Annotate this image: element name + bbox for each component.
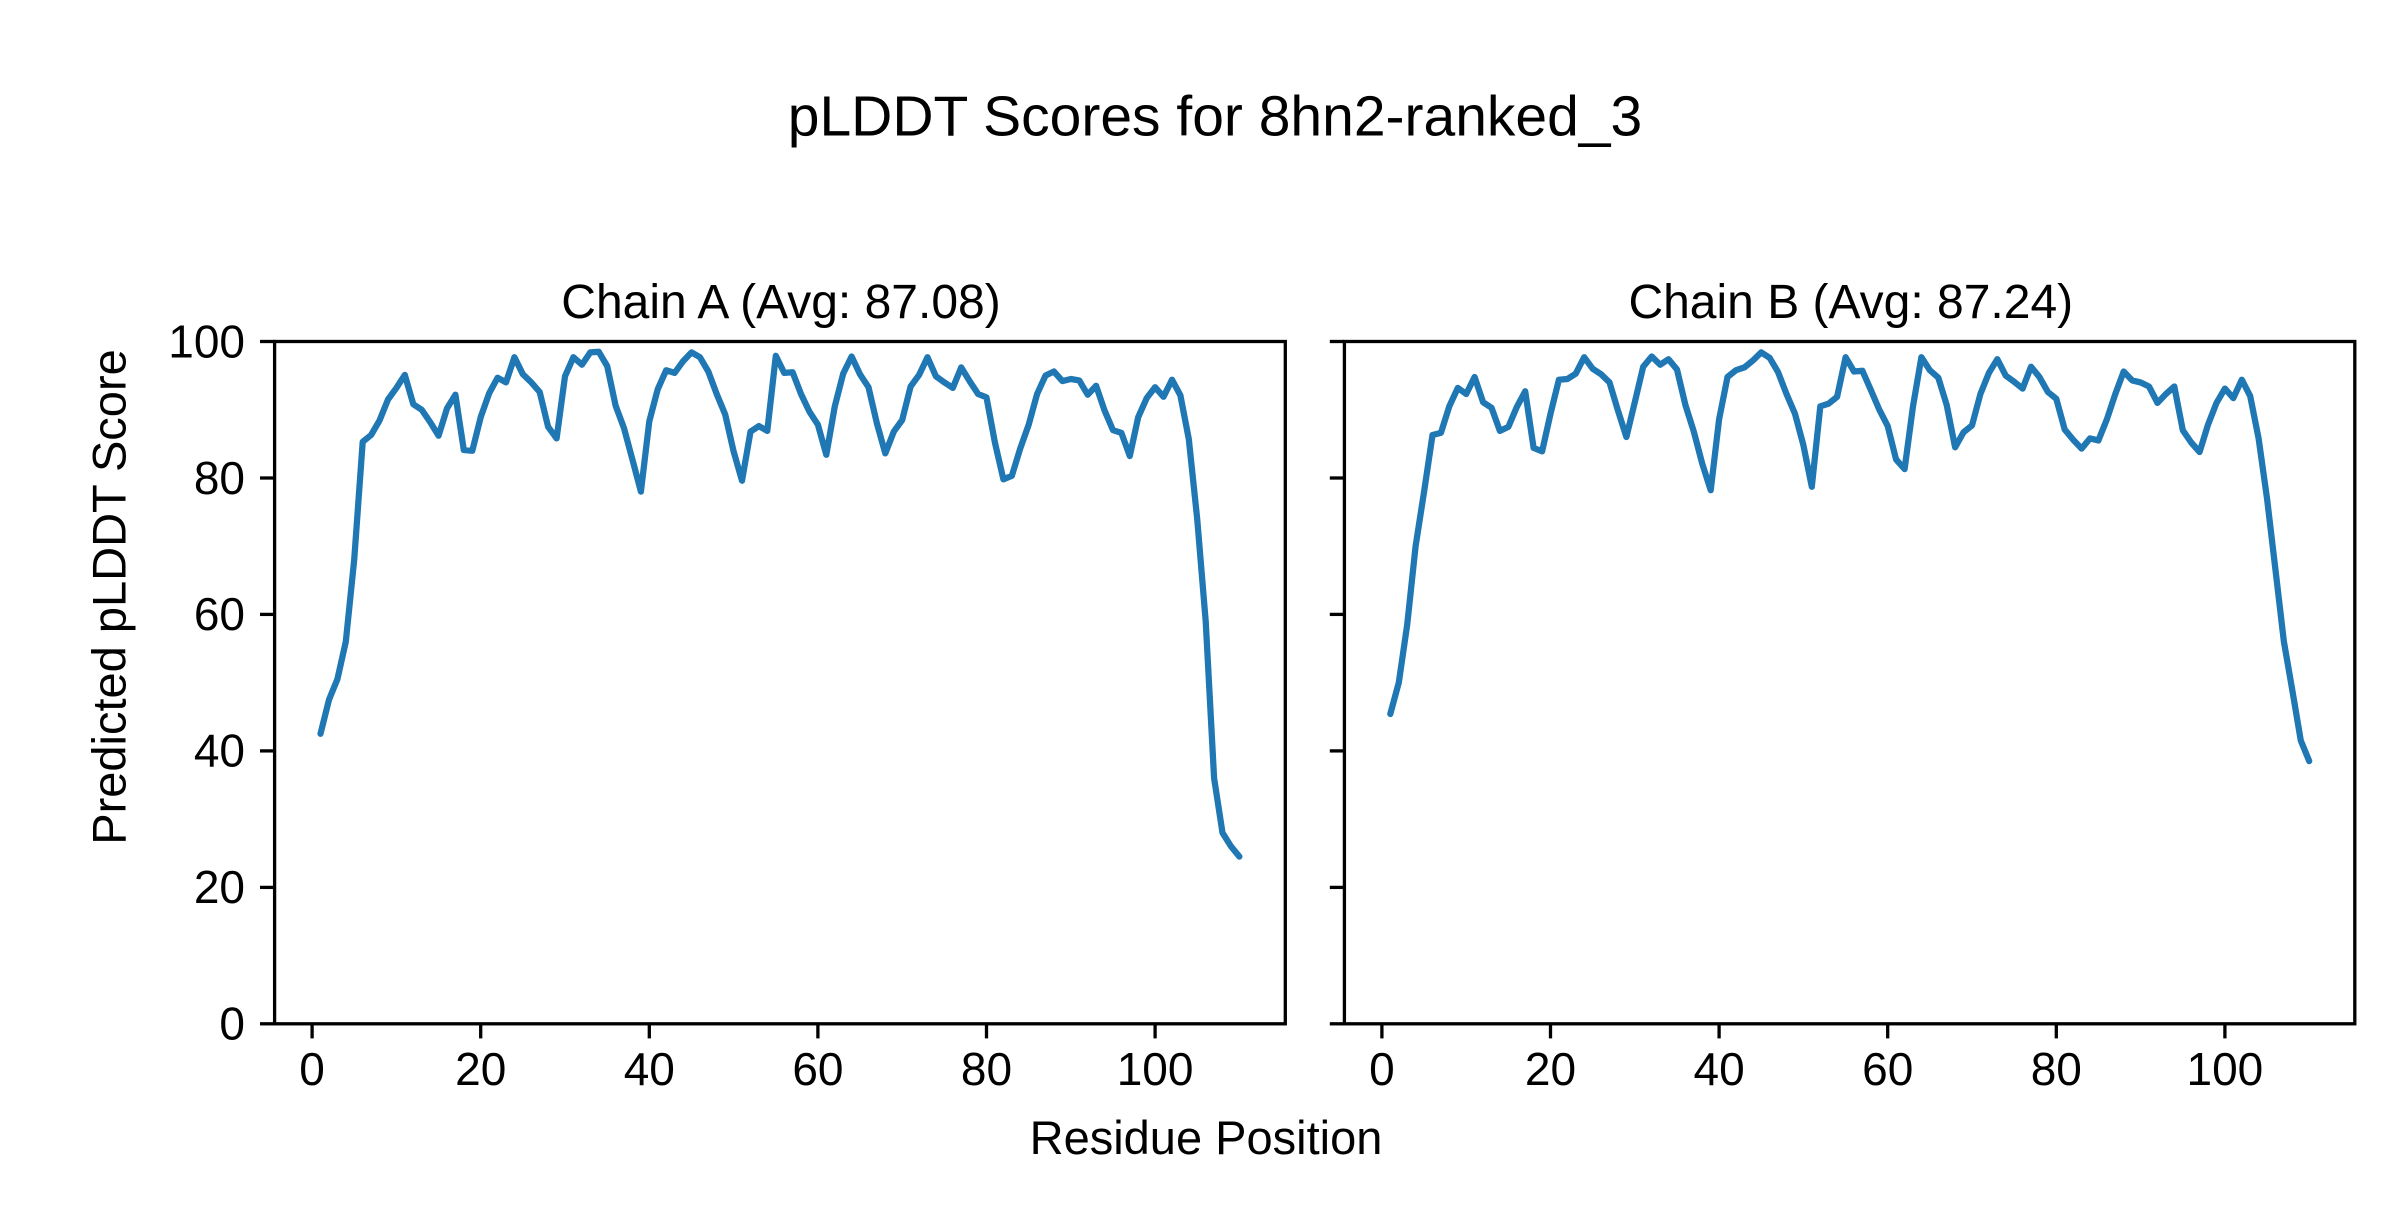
svg-text:Predicted pLDDT Score: Predicted pLDDT Score	[83, 349, 136, 844]
svg-text:0: 0	[1369, 1043, 1395, 1095]
svg-text:60: 60	[1862, 1043, 1913, 1095]
svg-text:40: 40	[194, 725, 245, 777]
svg-text:80: 80	[2031, 1043, 2082, 1095]
svg-text:0: 0	[299, 1043, 325, 1095]
svg-text:100: 100	[1117, 1043, 1194, 1095]
svg-text:20: 20	[194, 861, 245, 913]
svg-text:40: 40	[1694, 1043, 1745, 1095]
svg-text:20: 20	[455, 1043, 506, 1095]
svg-text:Chain A (Avg: 87.08): Chain A (Avg: 87.08)	[561, 276, 1000, 329]
svg-text:Residue Position: Residue Position	[1030, 1111, 1383, 1164]
svg-text:100: 100	[168, 315, 245, 367]
svg-text:100: 100	[2187, 1043, 2264, 1095]
svg-text:Chain B (Avg: 87.24): Chain B (Avg: 87.24)	[1628, 276, 2073, 329]
svg-text:pLDDT Scores for 8hn2-ranked_3: pLDDT Scores for 8hn2-ranked_3	[788, 85, 1642, 149]
svg-text:80: 80	[961, 1043, 1012, 1095]
svg-text:20: 20	[1525, 1043, 1576, 1095]
svg-text:80: 80	[194, 452, 245, 504]
svg-text:60: 60	[194, 588, 245, 640]
svg-text:60: 60	[792, 1043, 843, 1095]
svg-text:40: 40	[624, 1043, 675, 1095]
svg-text:0: 0	[219, 998, 245, 1050]
